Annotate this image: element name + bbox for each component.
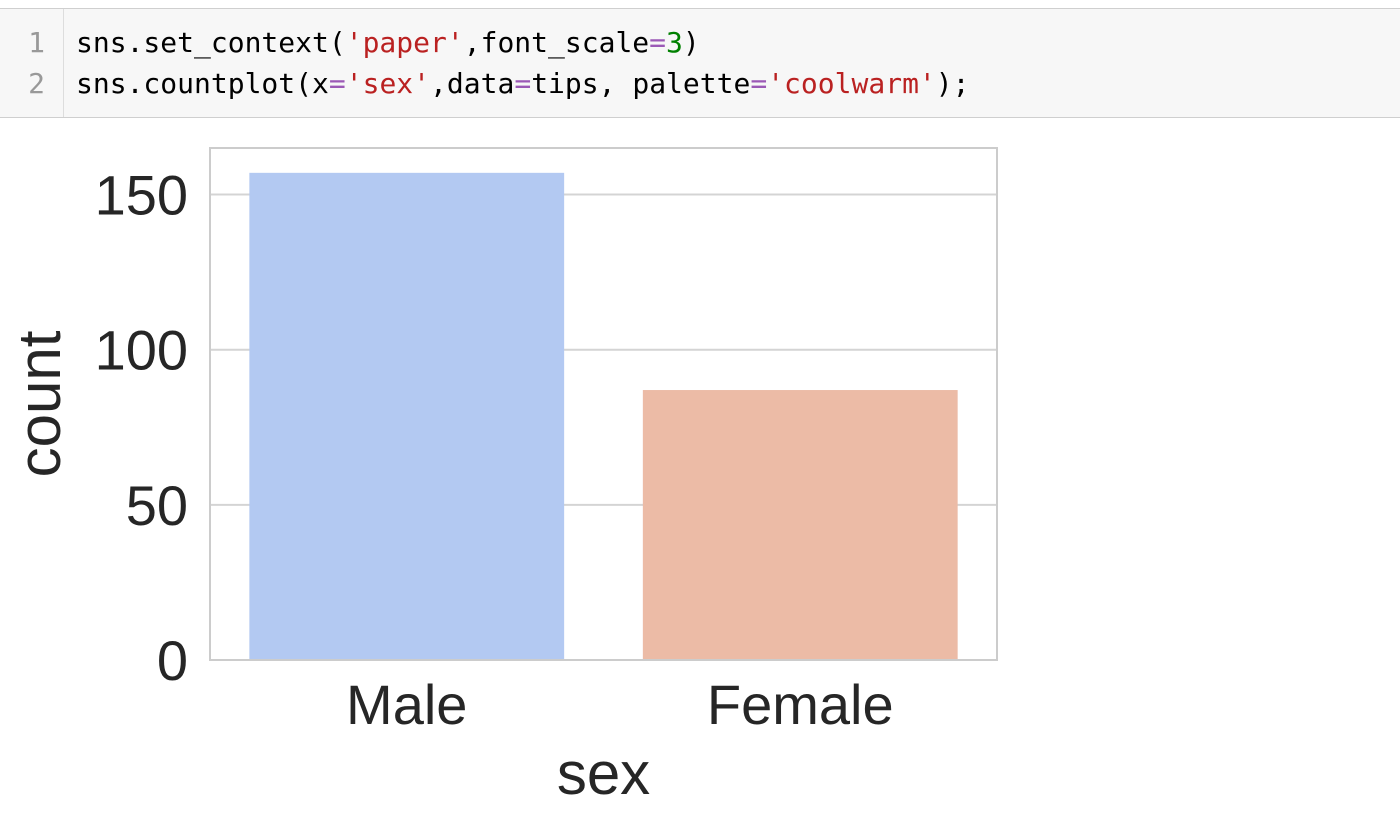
code-token-op: = <box>649 26 667 59</box>
code-token-plain: ,data <box>430 67 515 100</box>
y-axis-label: count <box>6 330 73 477</box>
x-tick-label: Female <box>707 673 894 736</box>
bar-male <box>249 172 565 660</box>
code-token-plain: sns.set_context( <box>76 26 346 59</box>
plot-frame <box>209 147 998 661</box>
code-token-plain: ) <box>682 26 700 59</box>
line-number: 1 <box>28 26 45 59</box>
code-token-str: 'sex' <box>345 67 431 100</box>
code-line: sns.countplot(x='sex',data=tips, palette… <box>76 68 970 100</box>
code-token-str: 'coolwarm' <box>767 67 936 100</box>
x-tick-label: Male <box>346 673 467 736</box>
code-token-plain: sns.countplot(x <box>76 67 329 100</box>
code-token-str: 'paper' <box>345 26 464 59</box>
y-tick-label: 150 <box>95 164 188 227</box>
chart-output: 0 50 100 150 Male Female sex count <box>0 118 1400 817</box>
code-token-plain: tips, palette <box>531 67 751 100</box>
line-number-gutter: 1 2 <box>0 9 64 117</box>
bar-female <box>642 390 958 660</box>
y-tick-label: 50 <box>126 474 188 537</box>
code-token-op: = <box>750 67 768 100</box>
code-token-num: 3 <box>666 26 683 59</box>
y-tick-label: 100 <box>95 319 188 382</box>
y-tick-label: 0 <box>157 629 188 692</box>
code-cell[interactable]: 1 2 sns.set_context('paper',font_scale=3… <box>0 8 1400 118</box>
code-token-plain: ); <box>935 67 970 100</box>
code-line: sns.set_context('paper',font_scale=3) <box>76 27 700 59</box>
line-number: 2 <box>28 67 45 100</box>
countplot-chart: 0 50 100 150 Male Female sex count <box>6 147 998 807</box>
code-token-plain: ,font_scale <box>463 26 650 59</box>
code-token-op: = <box>514 67 532 100</box>
x-axis-label: sex <box>557 740 650 807</box>
code-editor[interactable]: sns.set_context('paper',font_scale=3) sn… <box>76 9 1386 117</box>
code-token-op: = <box>328 67 346 100</box>
